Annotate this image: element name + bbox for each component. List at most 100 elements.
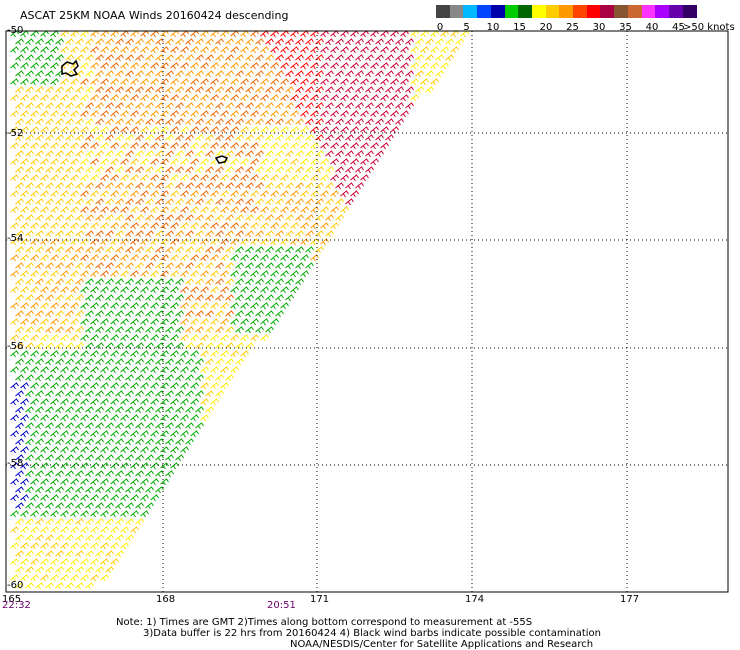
wind-barb — [320, 62, 329, 70]
wind-barb — [35, 582, 44, 590]
wind-barb — [145, 422, 154, 430]
wind-barb — [15, 118, 24, 126]
wind-barb — [160, 302, 169, 310]
wind-barb — [120, 158, 129, 166]
wind-barb — [200, 334, 209, 342]
wind-barb — [115, 230, 124, 238]
wind-barb — [245, 246, 254, 254]
wind-barb — [75, 342, 84, 350]
wind-barb — [130, 110, 139, 118]
wind-barb — [85, 294, 94, 302]
wind-barb — [165, 230, 174, 238]
wind-barb — [25, 246, 34, 254]
wind-barb — [195, 326, 204, 334]
wind-barb — [205, 358, 214, 366]
wind-barb — [220, 126, 229, 134]
wind-barb — [190, 30, 199, 38]
wind-barb — [150, 494, 159, 502]
wind-barb — [15, 310, 24, 318]
wind-barb — [185, 70, 194, 78]
wind-barb — [155, 454, 164, 462]
wind-barb — [170, 94, 179, 102]
wind-barb — [40, 574, 49, 582]
wind-barb — [235, 310, 244, 318]
wind-barb — [60, 414, 69, 422]
wind-barb — [40, 174, 49, 182]
wind-barb — [155, 166, 164, 174]
wind-barb — [245, 54, 254, 62]
wind-barb — [150, 430, 159, 438]
wind-barb — [185, 310, 194, 318]
wind-barb — [85, 166, 94, 174]
wind-barb — [170, 46, 179, 54]
wind-barb — [230, 78, 239, 86]
wind-barb — [190, 78, 199, 86]
wind-barb — [70, 30, 79, 38]
wind-barb — [25, 518, 34, 526]
wind-barb — [45, 310, 54, 318]
wind-barb — [110, 254, 119, 262]
wind-barb — [80, 462, 89, 470]
wind-barb — [130, 414, 139, 422]
wind-barb — [80, 222, 89, 230]
wind-barb — [105, 422, 114, 430]
wind-barb — [125, 358, 134, 366]
wind-barb — [295, 150, 304, 158]
wind-barb — [10, 62, 19, 70]
wind-barb — [240, 110, 249, 118]
pass-time-1: 22:32 — [2, 600, 31, 611]
wind-barb — [410, 62, 419, 70]
wind-barb — [130, 318, 139, 326]
wind-barb — [70, 462, 79, 470]
wind-barb — [40, 78, 49, 86]
wind-barb — [60, 110, 69, 118]
wind-barb — [200, 318, 209, 326]
wind-barb — [380, 62, 389, 70]
wind-barb — [105, 198, 114, 206]
wind-barb — [130, 350, 139, 358]
wind-barb — [15, 150, 24, 158]
wind-barb — [30, 206, 39, 214]
wind-barb — [30, 222, 39, 230]
wind-barb — [120, 286, 129, 294]
wind-barb — [320, 30, 329, 38]
wind-barb — [300, 158, 309, 166]
wind-barb — [60, 478, 69, 486]
wind-barb — [190, 334, 199, 342]
wind-barb — [105, 358, 114, 366]
wind-barb — [355, 134, 364, 142]
wind-barb — [85, 262, 94, 270]
wind-barb — [10, 222, 19, 230]
wind-barb — [50, 190, 59, 198]
wind-barb — [55, 342, 64, 350]
wind-barb — [275, 166, 284, 174]
wind-barb — [250, 158, 259, 166]
wind-barb — [30, 446, 39, 454]
wind-barb — [255, 166, 264, 174]
wind-barb — [85, 502, 94, 510]
wind-barb — [365, 86, 374, 94]
wind-barb — [110, 30, 119, 38]
wind-barb — [245, 230, 254, 238]
wind-barb — [85, 518, 94, 526]
wind-barb — [215, 118, 224, 126]
wind-barb — [75, 54, 84, 62]
wind-barb — [265, 54, 274, 62]
wind-barb — [160, 30, 169, 38]
wind-barb — [150, 270, 159, 278]
wind-barb — [80, 286, 89, 294]
wind-barb — [75, 502, 84, 510]
wind-barb — [90, 366, 99, 374]
wind-barb — [170, 318, 179, 326]
wind-barb — [235, 294, 244, 302]
wind-barb — [65, 358, 74, 366]
wind-barb — [235, 70, 244, 78]
wind-barb — [385, 118, 394, 126]
wind-barb — [165, 310, 174, 318]
wind-barb — [20, 510, 29, 518]
wind-barb — [205, 246, 214, 254]
wind-barb — [120, 350, 129, 358]
wind-barb — [195, 406, 204, 414]
wind-barb — [260, 334, 269, 342]
wind-barb — [145, 246, 154, 254]
